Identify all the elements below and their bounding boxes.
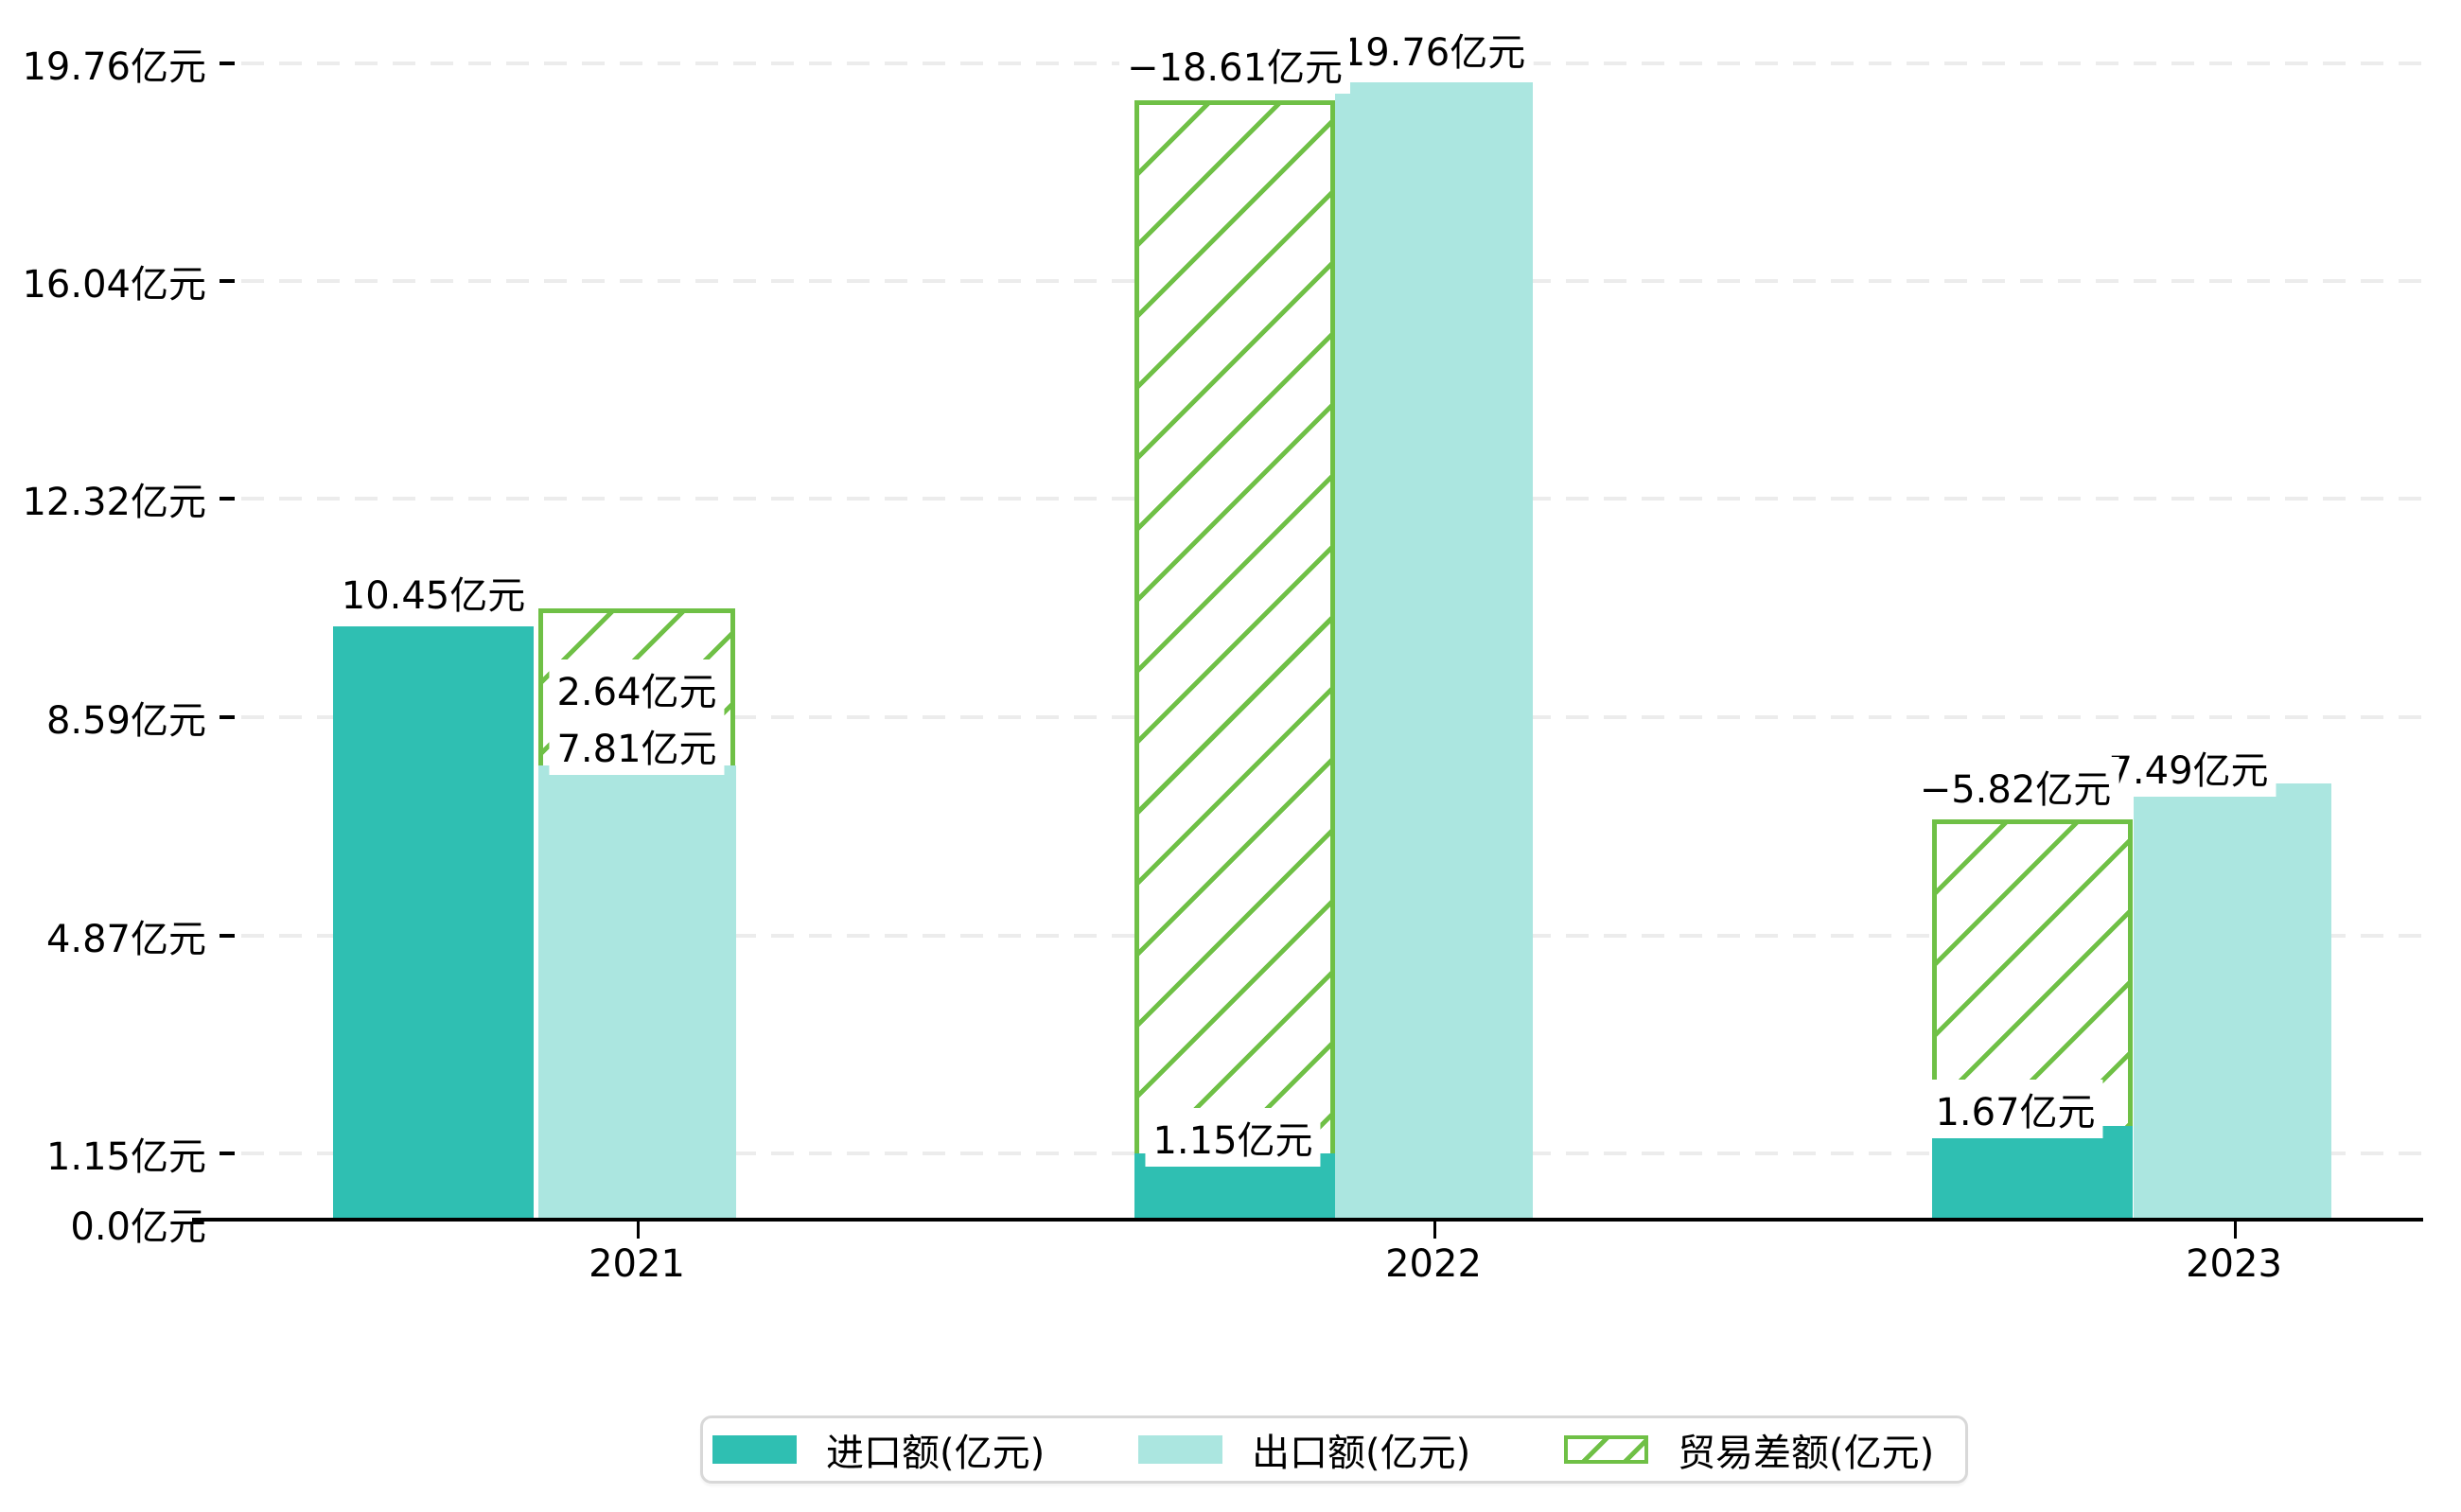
bar-export-2023[interactable]: [2134, 783, 2331, 1218]
value-label-trade-balance-2022: −18.61亿元: [1118, 35, 1351, 94]
value-label-import-2023: 1.67亿元: [1927, 1080, 2103, 1138]
y-tick-label: 4.87亿元: [45, 918, 206, 961]
bar-import-2023[interactable]: [1932, 1126, 2133, 1218]
x-tick-label-2023: 2023: [2186, 1242, 2282, 1286]
value-label-import-2021: 10.45亿元: [333, 563, 534, 622]
x-tick-label-2022: 2022: [1385, 1242, 1482, 1286]
x-axis-tick: [2234, 1222, 2237, 1239]
x-axis-tick: [1433, 1222, 1436, 1239]
trade-balance-hatch-swatch: [1564, 1435, 1648, 1464]
x-tick-label-2021: 2021: [589, 1242, 685, 1286]
y-axis-tick: [220, 62, 235, 65]
y-tick-label: 8.59亿元: [45, 699, 206, 743]
value-label-trade-balance-2023: −5.82亿元: [1911, 757, 2119, 816]
x-axis-tick: [637, 1222, 640, 1239]
bar-trade-balance-2022[interactable]: [1134, 100, 1335, 1153]
y-tick-label: 0.0亿元: [70, 1205, 206, 1249]
value-label-import-2022: 1.15亿元: [1145, 1108, 1321, 1167]
value-label-export-2021: 7.81亿元: [549, 716, 725, 775]
value-label-trade-balance-2021: 2.64亿元: [549, 659, 725, 718]
bar-trade-balance-2023[interactable]: [1932, 819, 2133, 1126]
y-tick-label: 1.15亿元: [45, 1135, 206, 1179]
bar-import-2021[interactable]: [333, 626, 534, 1218]
y-tick-label: 16.04亿元: [22, 263, 206, 307]
import-swatch: [712, 1435, 797, 1464]
bar-export-2021[interactable]: [538, 765, 736, 1218]
export-swatch: [1138, 1435, 1222, 1464]
y-axis-tick: [220, 934, 235, 938]
x-axis-line: [192, 1218, 2423, 1222]
legend: 进口额(亿元) 出口额(亿元) 贸易差额(亿元): [700, 1415, 1968, 1484]
legend-label-trade-balance: 贸易差额(亿元): [1678, 1432, 1935, 1475]
legend-label-import: 进口额(亿元): [826, 1432, 1046, 1475]
value-label-export-2022: 19.76亿元: [1333, 20, 1534, 79]
y-tick-label: 19.76亿元: [22, 45, 206, 89]
bar-export-2022[interactable]: [1335, 82, 1533, 1218]
legend-label-export: 出口额(亿元): [1252, 1432, 1471, 1475]
y-axis-tick: [220, 497, 235, 501]
y-axis-tick: [220, 279, 235, 283]
y-tick-label: 12.32亿元: [22, 481, 206, 524]
value-label-export-2023: 7.49亿元: [2101, 738, 2276, 797]
y-axis-tick: [220, 715, 235, 719]
y-axis-tick: [220, 1152, 235, 1155]
